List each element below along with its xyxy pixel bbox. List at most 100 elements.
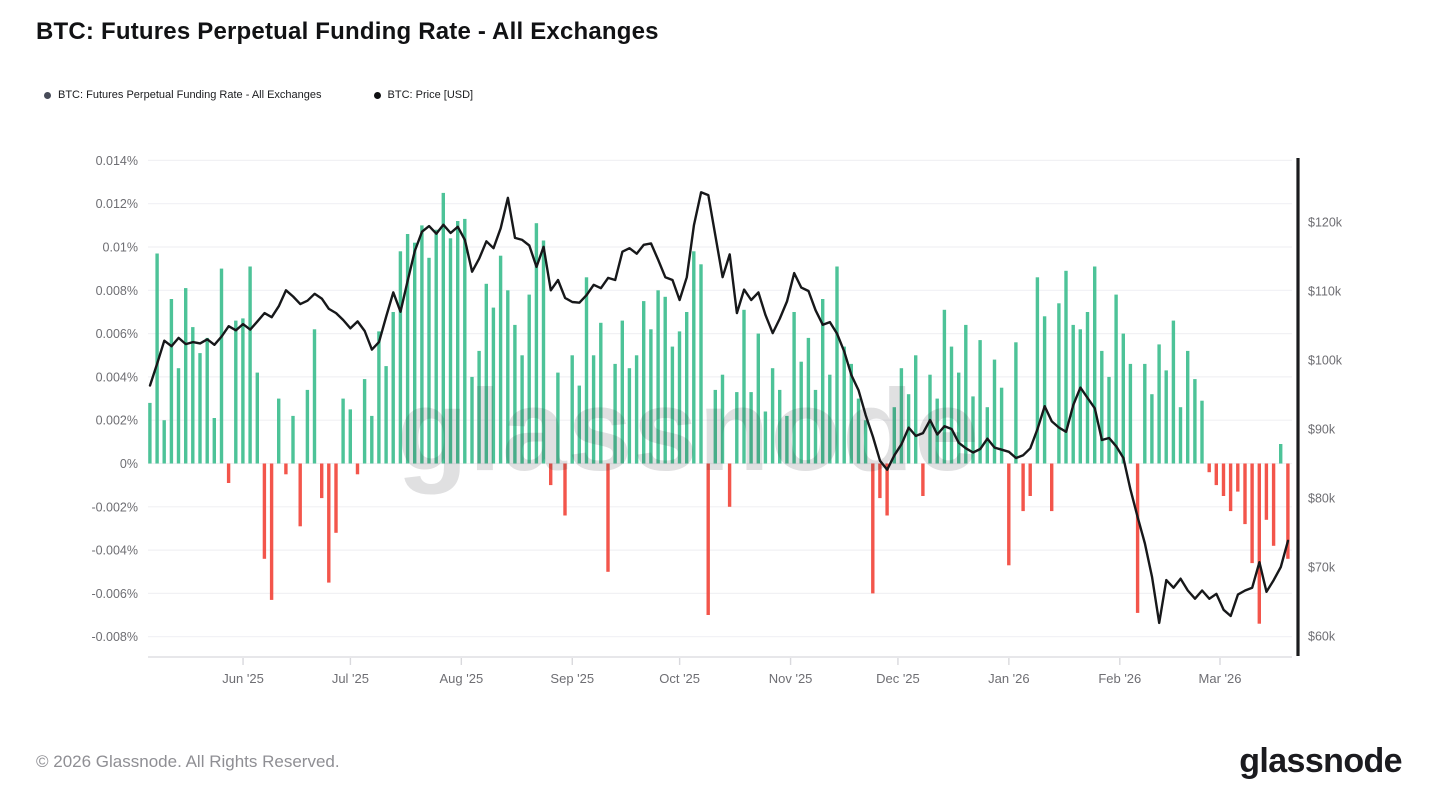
funding-bar[interactable]: [878, 463, 882, 499]
funding-bar[interactable]: [835, 266, 839, 464]
funding-bar[interactable]: [1250, 463, 1254, 564]
funding-bar[interactable]: [756, 333, 760, 464]
funding-bar[interactable]: [1186, 350, 1190, 464]
funding-bar[interactable]: [341, 398, 345, 464]
funding-bar[interactable]: [785, 415, 789, 464]
funding-bar[interactable]: [1050, 463, 1054, 512]
funding-bar[interactable]: [491, 307, 496, 464]
funding-bar[interactable]: [362, 379, 367, 464]
funding-bar[interactable]: [348, 409, 352, 464]
funding-bar[interactable]: [377, 331, 381, 464]
funding-bar[interactable]: [599, 322, 603, 464]
funding-bar[interactable]: [1014, 342, 1018, 464]
funding-bar[interactable]: [162, 420, 166, 464]
funding-bar[interactable]: [1171, 320, 1176, 464]
funding-bar[interactable]: [999, 387, 1004, 464]
funding-bar[interactable]: [527, 294, 531, 464]
funding-bar[interactable]: [749, 392, 753, 464]
funding-bar[interactable]: [463, 218, 467, 464]
funding-bar[interactable]: [262, 463, 267, 559]
funding-bar[interactable]: [205, 337, 209, 464]
funding-bar[interactable]: [642, 301, 646, 464]
funding-bar[interactable]: [763, 411, 768, 464]
price-line[interactable]: [148, 191, 1290, 625]
funding-bar[interactable]: [556, 372, 560, 464]
funding-bar[interactable]: [1207, 463, 1211, 473]
funding-bar[interactable]: [591, 355, 596, 464]
funding-bar[interactable]: [942, 309, 947, 464]
funding-bar[interactable]: [1007, 463, 1011, 566]
funding-bar[interactable]: [677, 331, 682, 464]
funding-bar[interactable]: [742, 309, 746, 464]
funding-bar[interactable]: [1078, 329, 1082, 464]
funding-bar[interactable]: [957, 372, 961, 464]
funding-bar[interactable]: [1107, 376, 1111, 464]
funding-bar[interactable]: [506, 290, 510, 464]
funding-bar[interactable]: [978, 340, 982, 464]
funding-bar[interactable]: [813, 389, 818, 464]
funding-bar[interactable]: [1214, 463, 1218, 486]
funding-bar[interactable]: [778, 389, 782, 464]
funding-bar[interactable]: [477, 350, 481, 464]
funding-bar[interactable]: [692, 251, 696, 464]
funding-bar[interactable]: [298, 463, 302, 527]
funding-bar[interactable]: [1135, 463, 1140, 613]
funding-bar[interactable]: [484, 283, 488, 464]
funding-bar[interactable]: [1157, 344, 1161, 464]
funding-bar[interactable]: [563, 463, 567, 516]
funding-bar[interactable]: [305, 389, 310, 464]
funding-bar[interactable]: [234, 320, 238, 464]
funding-bar[interactable]: [198, 353, 202, 464]
funding-bar[interactable]: [391, 312, 395, 464]
funding-bar[interactable]: [964, 324, 968, 464]
funding-bar[interactable]: [1093, 266, 1097, 464]
funding-bar[interactable]: [663, 296, 667, 464]
funding-bar[interactable]: [620, 320, 624, 464]
funding-bar[interactable]: [921, 463, 925, 497]
funding-bar[interactable]: [1143, 363, 1147, 464]
funding-bar[interactable]: [885, 463, 889, 516]
funding-bar[interactable]: [534, 223, 539, 464]
funding-bar[interactable]: [184, 288, 188, 464]
funding-bar[interactable]: [1257, 463, 1261, 624]
funding-bar[interactable]: [892, 407, 896, 464]
funding-bar[interactable]: [570, 355, 574, 464]
funding-bar[interactable]: [1057, 303, 1061, 464]
funding-bar[interactable]: [699, 264, 703, 464]
funding-bar[interactable]: [735, 392, 739, 464]
funding-bar[interactable]: [971, 396, 975, 464]
funding-bar[interactable]: [706, 463, 710, 616]
funding-bar[interactable]: [448, 238, 453, 464]
funding-bar[interactable]: [176, 368, 181, 464]
funding-bar[interactable]: [456, 221, 460, 464]
funding-bar[interactable]: [212, 418, 216, 464]
funding-bar[interactable]: [842, 346, 846, 464]
funding-bar[interactable]: [226, 463, 231, 484]
funding-bar[interactable]: [549, 463, 553, 486]
funding-bar[interactable]: [1164, 370, 1168, 464]
funding-bar[interactable]: [992, 359, 997, 464]
funding-bar[interactable]: [828, 374, 832, 464]
funding-bar[interactable]: [520, 355, 524, 464]
funding-bar[interactable]: [1200, 400, 1204, 464]
funding-bar[interactable]: [291, 415, 295, 464]
funding-bar[interactable]: [770, 368, 775, 464]
funding-bar[interactable]: [899, 368, 904, 464]
funding-bar[interactable]: [269, 463, 274, 600]
funding-bar[interactable]: [427, 257, 431, 464]
funding-bar[interactable]: [849, 363, 853, 464]
funding-bar[interactable]: [441, 192, 445, 464]
funding-bar[interactable]: [284, 463, 288, 475]
funding-bar[interactable]: [255, 372, 259, 464]
funding-bar[interactable]: [863, 420, 868, 464]
funding-bar[interactable]: [713, 389, 717, 464]
funding-bar[interactable]: [1271, 463, 1276, 546]
funding-bar[interactable]: [1286, 463, 1290, 559]
funding-bar[interactable]: [420, 225, 424, 464]
funding-bar[interactable]: [470, 376, 474, 464]
funding-bar[interactable]: [1028, 463, 1032, 497]
funding-bar[interactable]: [985, 407, 989, 464]
funding-bar[interactable]: [792, 312, 796, 464]
funding-bar[interactable]: [720, 374, 725, 464]
